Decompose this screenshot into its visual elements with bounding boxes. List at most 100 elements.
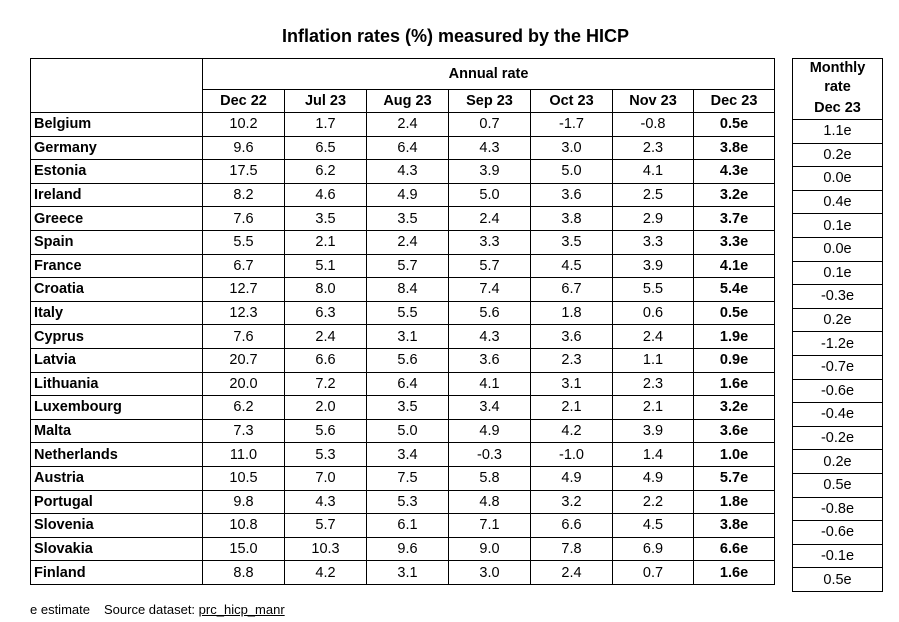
value-cell: 6.7	[202, 253, 285, 279]
value-cell: 5.5	[202, 229, 285, 255]
value-cell: 6.4	[366, 371, 449, 397]
value-cell: 11.0	[202, 442, 285, 467]
value-cell: 5.3	[284, 442, 367, 467]
value-cell: 3.6e	[692, 418, 776, 444]
table-row: Cyprus 7.6 2.4 3.1 4.3 3.6 2.4 1.9e	[30, 324, 776, 349]
value-cell: 0.5e	[692, 112, 776, 137]
value-cell: 2.4	[284, 324, 367, 349]
monthly-row: -1.2e	[792, 331, 883, 356]
monthly-value-cell: -0.4e	[792, 402, 883, 427]
value-cell: 6.5	[284, 135, 367, 161]
table-row: Croatia 12.7 8.0 8.4 7.4 6.7 5.5 5.4e	[30, 277, 776, 302]
value-cell: 3.8e	[692, 513, 776, 538]
country-cell: Finland	[30, 560, 203, 585]
value-cell: 5.7	[366, 253, 449, 279]
monthly-value-cell: 0.2e	[792, 307, 883, 333]
value-cell: 3.8	[530, 206, 613, 231]
country-header	[30, 58, 203, 113]
value-cell: -1.7	[530, 112, 613, 137]
value-cell: 7.6	[202, 324, 285, 349]
value-cell: 3.2e	[692, 182, 776, 208]
monthly-row: -0.7e	[792, 354, 883, 380]
value-cell: 3.2e	[692, 395, 776, 420]
monthly-row: -0.8e	[792, 496, 883, 522]
value-cell: 6.2	[202, 395, 285, 420]
value-cell: 3.3	[612, 229, 694, 255]
value-cell: 6.2	[284, 159, 367, 184]
table-row: Netherlands 11.0 5.3 3.4 -0.3 -1.0 1.4 1.0e	[30, 442, 776, 467]
country-cell: Estonia	[30, 159, 203, 184]
value-cell: 2.5	[612, 182, 694, 208]
table-row: Slovakia 15.0 10.3 9.6 9.0 7.8 6.9 6.6e	[30, 536, 776, 562]
value-cell: 4.3	[448, 135, 531, 161]
country-cell: Austria	[30, 465, 203, 491]
monthly-row: 0.2e	[792, 307, 883, 333]
value-cell: 0.7	[612, 560, 694, 585]
monthly-row: -0.6e	[792, 378, 883, 404]
monthly-row: -0.6e	[792, 520, 883, 545]
value-cell: 5.7e	[692, 465, 776, 491]
value-cell: 7.1	[448, 513, 531, 538]
value-cell: 9.8	[202, 489, 285, 515]
country-cell: Slovenia	[30, 513, 203, 538]
value-cell: 6.3	[284, 300, 367, 326]
value-cell: 2.1	[612, 395, 694, 420]
value-cell: 5.0	[530, 159, 613, 184]
value-cell: 2.4	[530, 560, 613, 585]
value-cell: 3.3	[448, 229, 531, 255]
monthly-value-cell: -0.6e	[792, 378, 883, 404]
value-cell: 4.9	[612, 465, 694, 491]
source-dataset-link[interactable]: prc_hicp_manr	[198, 602, 285, 617]
value-cell: 1.8	[530, 300, 613, 326]
value-cell: 5.1	[284, 253, 367, 279]
country-cell: Croatia	[30, 277, 203, 302]
value-cell: 5.3	[366, 489, 449, 515]
monthly-header-line2: rate	[824, 79, 851, 95]
monthly-row: 0.0e	[792, 236, 883, 262]
value-cell: 9.6	[202, 135, 285, 161]
monthly-row: -0.4e	[792, 402, 883, 427]
value-cell: 4.2	[284, 560, 367, 585]
table-row: Spain 5.5 2.1 2.4 3.3 3.5 3.3 3.3e	[30, 229, 776, 255]
estimate-note: e estimate	[30, 602, 90, 617]
value-cell: 5.8	[448, 465, 531, 491]
value-cell: 5.5	[612, 277, 694, 302]
monthly-value-cell: -0.2e	[792, 425, 883, 451]
value-cell: 1.4	[612, 442, 694, 467]
value-cell: 1.6e	[692, 371, 776, 397]
country-cell: Malta	[30, 418, 203, 444]
value-cell: 3.4	[366, 442, 449, 467]
value-cell: 0.5e	[692, 300, 776, 326]
value-cell: 4.1	[448, 371, 531, 397]
country-cell: Italy	[30, 300, 203, 326]
table-row: Latvia 20.7 6.6 5.6 3.6 2.3 1.1 0.9e	[30, 347, 776, 373]
table-row: Luxembourg 6.2 2.0 3.5 3.4 2.1 2.1 3.2e	[30, 395, 776, 420]
monthly-value-cell: -0.6e	[792, 520, 883, 545]
value-cell: 3.6	[530, 182, 613, 208]
value-cell: 5.7	[448, 253, 531, 279]
value-cell: 2.3	[612, 135, 694, 161]
monthly-row: 0.2e	[792, 142, 883, 168]
table-row: Italy 12.3 6.3 5.5 5.6 1.8 0.6 0.5e	[30, 300, 776, 326]
monthly-row: 0.1e	[792, 260, 883, 286]
monthly-row: -0.2e	[792, 425, 883, 451]
value-cell: 3.5	[530, 229, 613, 255]
value-cell: -0.8	[612, 112, 694, 137]
value-cell: 5.0	[448, 182, 531, 208]
value-cell: 2.3	[612, 371, 694, 397]
annual-rate-table: Annual rate Dec 22 Jul 23 Aug 23 Sep 23 Oct …	[30, 58, 776, 585]
monthly-header-line1: Monthly	[809, 60, 866, 76]
value-cell: 1.7	[284, 112, 367, 137]
country-cell: France	[30, 253, 203, 279]
value-cell: 5.5	[366, 300, 449, 326]
value-cell: 5.7	[284, 513, 367, 538]
monthly-rate-header: Monthly rate	[792, 58, 883, 97]
value-cell: 7.0	[284, 465, 367, 491]
value-cell: 1.0e	[692, 442, 776, 467]
table-row: Finland 8.8 4.2 3.1 3.0 2.4 0.7 1.6e	[30, 560, 776, 585]
monthly-row: 0.4e	[792, 189, 883, 215]
value-cell: 3.4	[448, 395, 531, 420]
table-row: Greece 7.6 3.5 3.5 2.4 3.8 2.9 3.7e	[30, 206, 776, 231]
value-cell: 2.9	[612, 206, 694, 231]
country-cell: Spain	[30, 229, 203, 255]
